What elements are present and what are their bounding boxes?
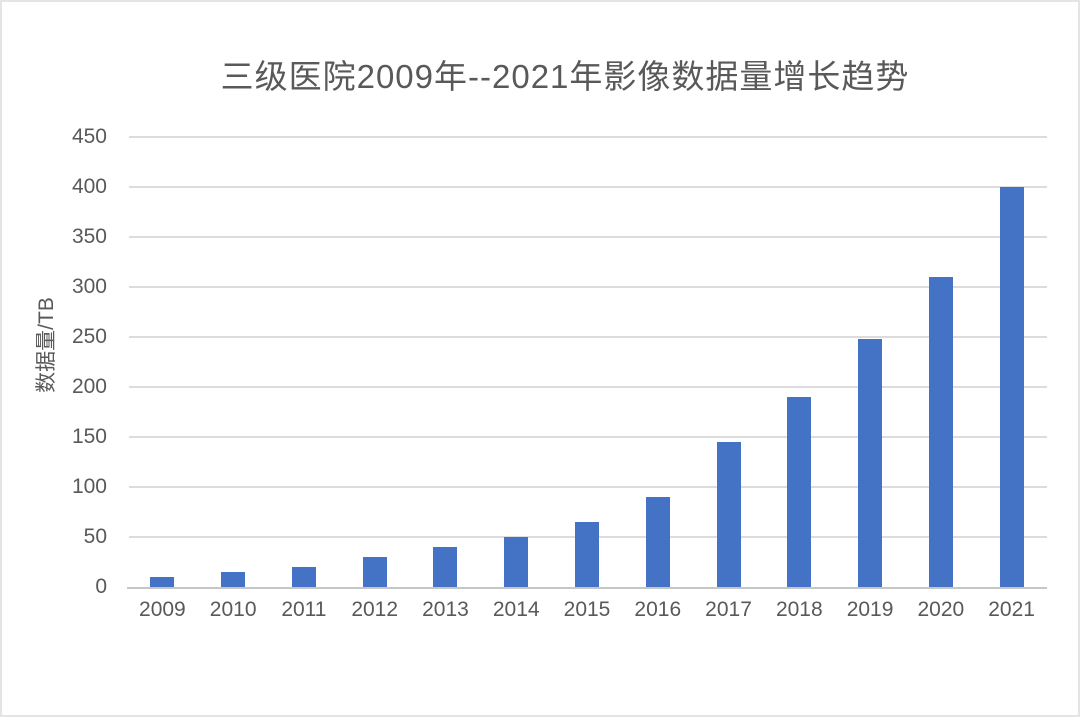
bar-2013 [433,547,458,587]
x-tick-label: 2016 [634,598,682,621]
gridline [129,286,1047,288]
x-tick-label: 2010 [209,598,257,621]
x-tick-label: 2017 [705,598,752,621]
x-tick-label: 2012 [351,598,399,621]
x-tick-label: 2015 [563,598,611,621]
bar-2021 [999,187,1024,587]
x-tick-label: 2019 [846,598,894,621]
y-tick-label: 400 [71,175,107,198]
bar-2017 [716,442,741,587]
bar-2010 [221,572,246,587]
x-tick-label: 2009 [139,598,186,621]
gridline [129,136,1047,138]
bar-2009 [150,577,175,587]
y-tick-label: 200 [71,375,107,398]
gridline [129,436,1047,438]
x-tick-label: 2020 [917,598,965,621]
bar-2015 [575,522,599,587]
bar-2016 [645,497,670,587]
y-tick-label: 150 [71,425,107,448]
x-tick-label: 2011 [281,598,327,621]
gridline [129,386,1047,388]
gridline [129,236,1047,238]
bar-2012 [362,557,387,587]
bar-2018 [787,397,812,587]
gridline [129,336,1047,338]
y-tick-label: 250 [71,325,107,348]
bar-2019 [858,339,883,587]
x-tick-label: 2013 [422,598,469,621]
y-tick-label: 300 [71,275,107,298]
plot-area [127,136,1047,589]
y-tick-label: 0 [95,575,107,598]
y-tick-label: 50 [83,525,107,548]
x-tick-label: 2014 [492,598,540,621]
bar-2014 [504,537,529,587]
bar-2011 [291,567,316,587]
x-tick-label: 2018 [775,598,823,621]
gridline [129,186,1047,188]
chart-title: 三级医院2009年--2021年影像数据量增长趋势 [220,58,910,95]
x-tick-label: 2021 [988,598,1035,621]
y-tick-label: 350 [71,225,107,248]
bar-2020 [928,277,953,587]
gridline [129,486,1047,488]
y-tick-label: 450 [71,125,107,148]
y-tick-label: 100 [71,475,107,498]
